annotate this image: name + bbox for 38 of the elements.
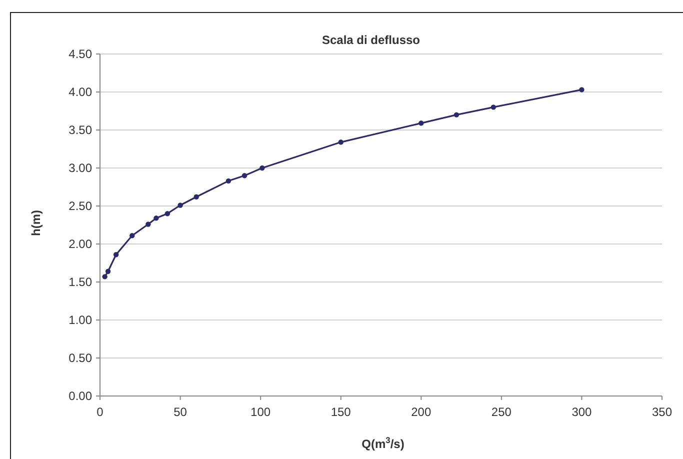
point <box>454 112 460 118</box>
x-axis-title: Q(m$^{3}$/s) <box>362 435 404 451</box>
y-tick-label: 0.00 <box>68 389 92 404</box>
x-tick-label: 250 <box>491 405 512 419</box>
point <box>178 202 183 208</box>
point <box>130 233 135 238</box>
x-tick-label: 300 <box>572 405 592 419</box>
y-tick-label: 3.50 <box>68 123 92 138</box>
x-tick-label: 200 <box>411 405 432 419</box>
point <box>338 140 344 145</box>
x-tick-label: 150 <box>330 405 352 419</box>
point <box>113 252 119 258</box>
point <box>102 274 108 280</box>
y-tick-label: 4.50 <box>68 47 92 62</box>
y-tick-label: 2.00 <box>68 237 92 252</box>
y-axis-title: h(m) <box>29 210 43 236</box>
x-tick-label: 50 <box>174 405 188 419</box>
point <box>226 178 232 184</box>
y-tick-label: 0.50 <box>68 351 92 366</box>
x-tick-label: 100 <box>250 405 271 419</box>
point <box>194 194 199 200</box>
x-tick-label: 350 <box>652 405 672 419</box>
point <box>579 87 584 92</box>
point <box>490 104 496 110</box>
y-tick-label: 2.50 <box>68 199 92 214</box>
point <box>164 211 170 216</box>
y-tick-label: 1.50 <box>68 275 92 290</box>
point <box>260 165 265 171</box>
x-tick-label: 0 <box>96 405 104 419</box>
y-tick-label: 3.00 <box>68 161 92 176</box>
chart-title: Scala di deflusso <box>322 33 420 47</box>
y-tick-label: 1.00 <box>68 313 92 328</box>
point <box>154 216 159 221</box>
point <box>418 120 424 126</box>
point <box>146 222 151 227</box>
point <box>242 173 248 178</box>
point <box>105 268 111 274</box>
y-tick-label: 4.00 <box>68 85 92 100</box>
